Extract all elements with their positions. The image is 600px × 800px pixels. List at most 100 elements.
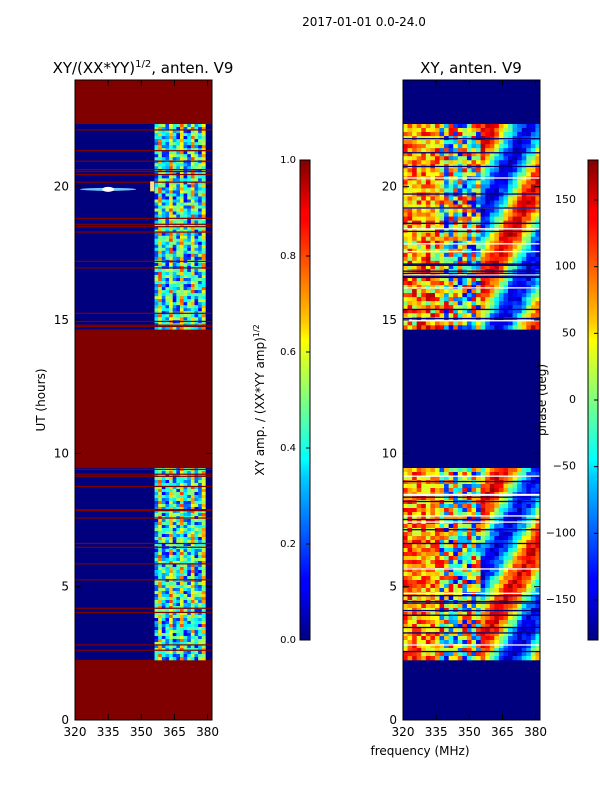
cell xyxy=(453,476,459,481)
cell xyxy=(466,148,472,153)
cell xyxy=(179,576,184,580)
cell xyxy=(176,600,181,604)
cell xyxy=(407,256,413,262)
cell xyxy=(176,205,181,209)
cell xyxy=(530,476,536,481)
cell xyxy=(444,124,449,129)
cell xyxy=(198,250,203,255)
cell xyxy=(183,597,188,601)
x-tick-label: 380 xyxy=(196,725,219,739)
cell xyxy=(448,168,454,173)
cell xyxy=(471,216,477,221)
cell xyxy=(535,196,540,201)
cell xyxy=(416,264,422,270)
cell xyxy=(466,168,472,173)
cell xyxy=(183,522,188,526)
cell xyxy=(172,211,177,215)
cell xyxy=(503,552,509,557)
cell xyxy=(503,500,509,505)
cell xyxy=(434,301,440,306)
cell xyxy=(444,132,449,137)
cell xyxy=(521,309,527,314)
cell xyxy=(453,472,459,477)
cell xyxy=(485,212,491,217)
cell xyxy=(179,127,184,131)
cell xyxy=(201,293,206,297)
cell xyxy=(485,156,491,161)
cell xyxy=(201,489,206,493)
cell xyxy=(165,483,170,487)
cell xyxy=(489,516,495,521)
cell xyxy=(198,214,203,218)
cell xyxy=(521,200,527,205)
cell xyxy=(165,241,170,246)
cell xyxy=(462,568,468,573)
cell xyxy=(425,636,431,641)
cell xyxy=(476,204,481,209)
cell xyxy=(161,284,166,288)
cell xyxy=(453,588,459,593)
cell xyxy=(453,152,459,157)
cell xyxy=(439,260,445,266)
cell xyxy=(183,528,188,532)
cell xyxy=(526,252,532,258)
cell xyxy=(439,264,445,270)
cell xyxy=(535,580,540,585)
cell xyxy=(403,252,408,258)
cell xyxy=(416,544,422,549)
cell xyxy=(201,281,206,285)
cell xyxy=(416,200,422,205)
cell xyxy=(416,604,422,609)
cell xyxy=(498,476,504,481)
cell xyxy=(457,132,463,137)
cell xyxy=(158,600,163,604)
cell xyxy=(154,133,159,137)
cell xyxy=(430,496,436,501)
cell xyxy=(158,136,163,140)
cell xyxy=(179,486,184,490)
cell xyxy=(425,572,431,577)
cell xyxy=(412,468,417,473)
cell xyxy=(517,148,523,153)
cell xyxy=(161,226,166,230)
cell xyxy=(530,216,536,221)
cell xyxy=(462,325,468,330)
cell xyxy=(471,321,477,326)
cell xyxy=(190,615,195,619)
cell xyxy=(489,124,495,129)
cell xyxy=(476,508,481,513)
cell xyxy=(444,576,449,581)
cell xyxy=(489,196,495,201)
cell xyxy=(198,591,203,595)
cell xyxy=(457,160,463,165)
cell xyxy=(412,317,417,322)
cell xyxy=(161,290,166,294)
cell xyxy=(476,313,481,318)
cell xyxy=(201,657,206,661)
cell xyxy=(444,232,449,238)
cell xyxy=(494,216,500,221)
cell xyxy=(535,256,540,262)
cell xyxy=(512,504,518,509)
cell xyxy=(530,548,536,553)
cell xyxy=(517,628,523,633)
cell xyxy=(194,576,199,580)
cell xyxy=(176,564,181,568)
cell xyxy=(512,648,518,653)
cell xyxy=(198,582,203,586)
cell xyxy=(462,156,468,161)
cell xyxy=(485,232,491,238)
cell xyxy=(430,468,436,473)
cell xyxy=(161,471,166,475)
cell xyxy=(165,480,170,484)
cell xyxy=(169,127,173,131)
cell xyxy=(165,594,170,598)
cell xyxy=(526,504,532,509)
cell xyxy=(198,510,203,514)
cell xyxy=(172,576,177,580)
cell xyxy=(421,616,427,621)
cell xyxy=(187,525,192,529)
cell xyxy=(190,136,195,140)
cell xyxy=(444,172,449,177)
cell xyxy=(508,552,513,557)
